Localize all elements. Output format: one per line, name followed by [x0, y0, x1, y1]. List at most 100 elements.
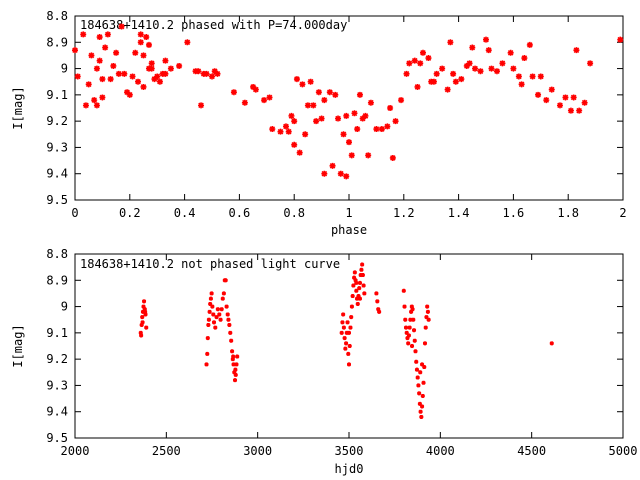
phased-data-point	[458, 76, 465, 83]
raw-data-point	[360, 272, 365, 278]
phased-data-point	[535, 91, 542, 98]
phased-data-point	[154, 73, 161, 80]
phased-data-point	[302, 131, 309, 138]
raw-y-tick-label: 8.9	[46, 273, 68, 287]
raw-data-point	[351, 283, 356, 288]
raw-data-point	[346, 351, 351, 356]
raw-data-point	[360, 262, 365, 267]
raw-x-tick-label: 2500	[152, 444, 181, 458]
raw-data-point	[205, 351, 210, 356]
raw-data-point	[221, 291, 226, 296]
raw-data-point	[549, 341, 554, 346]
phased-data-point	[587, 60, 594, 67]
phased-data-point	[556, 102, 563, 109]
phased-data-point	[406, 60, 413, 67]
phased-y-tick-label: 9.2	[46, 114, 68, 128]
raw-data-point	[341, 312, 346, 317]
raw-data-point	[348, 325, 353, 330]
raw-data-point	[411, 317, 416, 322]
phased-data-point	[113, 49, 120, 56]
phased-data-point	[241, 99, 248, 106]
phased-x-tick-label: 1.8	[557, 206, 579, 220]
raw-data-point	[420, 404, 425, 409]
phased-data-point	[617, 36, 624, 43]
phased-data-point	[250, 83, 257, 90]
raw-y-tick-label: 9.3	[46, 378, 68, 392]
phased-data-point	[466, 60, 473, 67]
phased-data-point	[433, 70, 440, 77]
phased-data-point	[304, 102, 311, 109]
raw-data-point	[418, 409, 423, 414]
phased-data-point	[291, 118, 298, 125]
raw-data-point	[220, 296, 225, 301]
raw-data-point	[424, 315, 429, 320]
raw-data-point	[339, 330, 344, 335]
raw-data-point	[225, 312, 230, 317]
phased-data-point	[115, 70, 122, 77]
raw-data-point	[343, 346, 348, 351]
raw-data-point	[210, 304, 215, 309]
phased-data-point	[515, 73, 522, 80]
raw-data-point	[352, 275, 357, 280]
raw-data-point	[410, 307, 415, 312]
phased-data-point	[288, 112, 295, 119]
raw-data-point	[374, 291, 379, 296]
phased-data-point	[425, 55, 432, 62]
raw-data-point	[233, 372, 238, 377]
phased-data-point	[488, 65, 495, 72]
phased-y-tick-label: 9	[61, 62, 68, 76]
raw-data-point	[232, 378, 238, 383]
phased-data-point	[359, 115, 366, 122]
phased-data-point	[148, 65, 155, 72]
raw-data-point	[409, 309, 414, 314]
phased-data-point	[277, 128, 284, 135]
phased-data-point	[102, 44, 109, 51]
phased-data-point	[521, 55, 528, 62]
raw-data-point	[141, 299, 147, 304]
raw-data-point	[377, 309, 382, 314]
phased-data-point	[493, 68, 500, 75]
phased-data-point	[392, 118, 399, 125]
raw-data-point	[344, 330, 349, 335]
raw-x-tick-label: 2000	[61, 444, 90, 458]
phased-data-point	[285, 128, 292, 135]
raw-data-point	[349, 315, 354, 320]
raw-data-point	[362, 291, 367, 296]
raw-axis-ticks	[74, 253, 624, 439]
raw-data-point	[347, 343, 352, 349]
phased-data-point	[230, 89, 237, 96]
phased-data-point	[570, 94, 577, 101]
phased-data-point	[485, 47, 492, 54]
raw-data-point	[218, 317, 223, 322]
raw-data-point	[401, 288, 406, 293]
raw-data-point	[232, 370, 237, 375]
phased-data-point	[261, 97, 268, 104]
raw-y-tick-label: 9.5	[46, 431, 68, 445]
phased-data-point	[121, 70, 128, 77]
phased-data-point	[310, 102, 317, 109]
raw-data-point	[341, 325, 346, 330]
phased-x-tick-label: 0.4	[174, 206, 196, 220]
raw-data-point	[404, 330, 409, 335]
phased-x-tick-label: 1.4	[448, 206, 470, 220]
phased-data-point	[340, 131, 347, 138]
phased-data-point	[562, 94, 569, 101]
raw-data-point	[418, 370, 423, 375]
raw-data-point	[224, 304, 229, 309]
phased-data-point	[296, 149, 303, 156]
phased-data-point	[80, 31, 87, 38]
phased-data-point	[499, 60, 506, 67]
raw-data-point	[413, 349, 418, 354]
raw-data-point	[205, 336, 210, 341]
phased-x-tick-label: 0.2	[119, 206, 141, 220]
phased-y-tick-label: 8.8	[46, 9, 68, 23]
raw-data-point	[346, 330, 352, 335]
phased-data-point	[548, 86, 555, 93]
phased-data-point	[450, 70, 457, 77]
phased-data-point	[91, 97, 98, 104]
raw-data-point	[356, 293, 361, 299]
raw-data-point	[414, 367, 420, 372]
phased-data-point	[269, 126, 276, 133]
raw-data-point	[139, 333, 144, 338]
